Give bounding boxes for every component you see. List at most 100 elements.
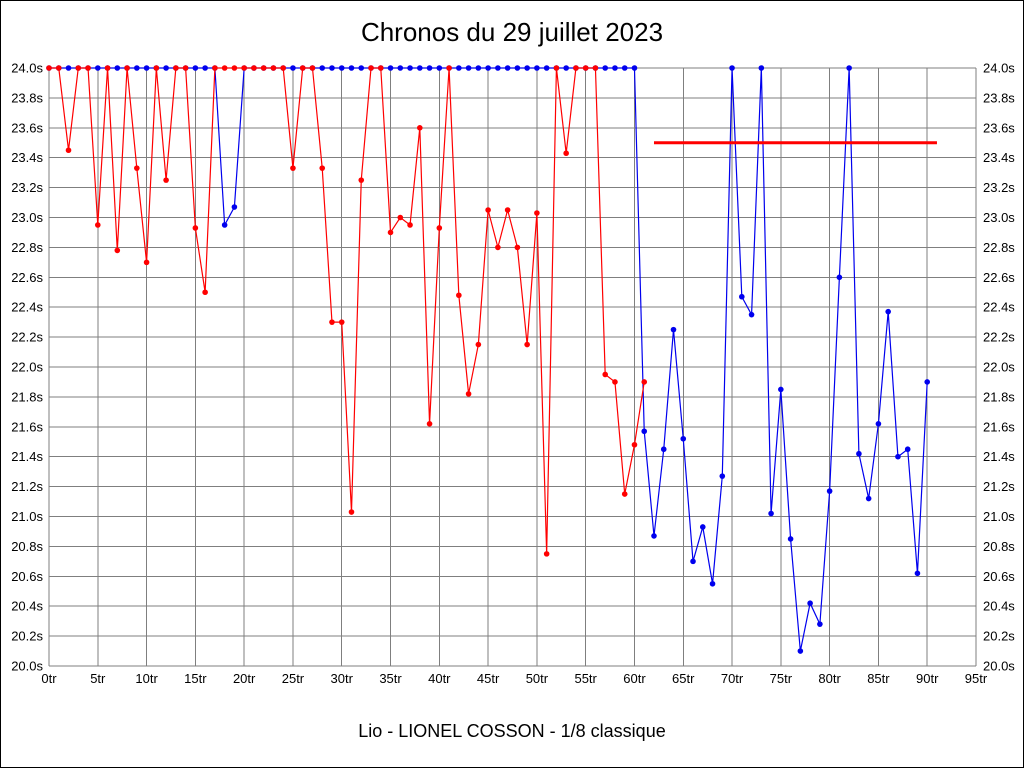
data-point <box>797 648 804 654</box>
data-point <box>348 509 355 515</box>
data-point <box>260 65 267 71</box>
y-tick-label: 24.0s <box>11 61 43 76</box>
data-point <box>602 371 608 378</box>
data-point <box>573 65 579 71</box>
y-tick-label: 21.2s <box>983 479 1015 494</box>
data-point <box>319 65 326 71</box>
data-point <box>739 293 745 300</box>
data-point <box>904 446 911 453</box>
data-point <box>358 65 365 71</box>
x-tick-label: 10tr <box>135 671 158 686</box>
data-point <box>807 600 813 607</box>
data-point <box>309 65 316 71</box>
data-point <box>778 386 784 393</box>
data-point <box>504 207 511 213</box>
data-point <box>94 222 101 228</box>
data-point <box>221 222 228 228</box>
data-point <box>709 580 716 587</box>
data-point <box>407 65 413 71</box>
y-tick-label: 21.2s <box>11 479 43 494</box>
data-point <box>436 65 443 71</box>
data-point <box>875 421 882 427</box>
data-point <box>377 65 384 71</box>
y-tick-label: 23.0s <box>11 210 43 225</box>
data-point <box>397 65 404 71</box>
data-point <box>836 274 843 281</box>
data-point <box>719 473 726 479</box>
series-line <box>49 67 645 554</box>
x-tick-label: 25tr <box>282 671 305 686</box>
x-tick-label: 90tr <box>916 671 939 686</box>
data-point <box>329 319 335 325</box>
x-tick-label: 95tr <box>965 671 988 686</box>
data-point <box>231 65 238 71</box>
y-tick-label: 21.4s <box>983 449 1015 464</box>
data-point <box>221 65 228 71</box>
data-point <box>397 214 404 221</box>
y-tick-label: 21.6s <box>983 419 1015 434</box>
data-point <box>651 533 657 539</box>
data-point <box>280 65 286 71</box>
data-point <box>475 341 482 348</box>
y-tick-label: 23.0s <box>983 210 1015 225</box>
data-point <box>504 65 511 71</box>
data-point <box>631 65 638 71</box>
x-tick-label: 65tr <box>672 671 695 686</box>
y-tick-label: 22.8s <box>11 240 43 255</box>
data-point <box>534 65 540 71</box>
data-point <box>641 428 648 435</box>
y-tick-label: 20.2s <box>11 629 43 644</box>
data-point <box>543 551 550 557</box>
y-tick-label: 21.0s <box>11 509 43 524</box>
data-point <box>582 65 589 71</box>
data-point <box>680 435 687 442</box>
data-point <box>826 488 833 494</box>
data-point <box>426 65 433 71</box>
y-tick-label: 21.0s <box>983 509 1015 524</box>
data-point <box>46 65 52 71</box>
data-point <box>358 177 365 183</box>
x-tick-label: 30tr <box>331 671 354 686</box>
data-point <box>612 65 618 71</box>
data-point <box>338 65 345 71</box>
data-point <box>104 65 111 71</box>
data-point <box>514 65 521 71</box>
x-tick-label: 40tr <box>428 671 451 686</box>
data-point <box>417 65 423 71</box>
y-axis-tick-labels-right: 20.0s 20.2s 20.4s 20.6s 20.8s 21.0s 21.2s 21.4s… <box>983 61 1015 674</box>
x-tick-label: 15tr <box>184 671 207 686</box>
data-point <box>319 165 326 171</box>
data-point <box>143 259 150 266</box>
data-point <box>163 65 169 71</box>
y-tick-label: 20.8s <box>11 539 43 554</box>
data-point <box>553 65 560 71</box>
chart-title: Chronos du 29 juillet 2023 <box>360 17 664 47</box>
y-tick-label: 20.4s <box>983 599 1015 614</box>
data-point <box>768 510 774 517</box>
data-point <box>163 177 169 183</box>
data-point <box>202 65 208 71</box>
data-point <box>55 65 62 71</box>
y-tick-label: 21.8s <box>11 389 43 404</box>
y-tick-label: 23.8s <box>983 90 1015 105</box>
data-point <box>231 204 238 210</box>
y-tick-label: 21.8s <box>983 389 1015 404</box>
data-point <box>446 65 452 71</box>
y-tick-label: 20.6s <box>11 569 43 584</box>
data-point <box>290 165 296 171</box>
x-axis-tick-labels: 0tr 5tr 10tr 15tr 20tr 25tr 30tr 35tr 40tr 45tr 50… <box>41 671 987 686</box>
data-point <box>241 65 247 71</box>
y-tick-label: 22.8s <box>983 240 1015 255</box>
y-tick-label: 22.0s <box>983 360 1015 375</box>
data-point <box>329 65 335 71</box>
data-point <box>729 65 735 71</box>
y-tick-label: 20.0s <box>983 659 1015 674</box>
data-point <box>914 570 921 577</box>
x-tick-label: 5tr <box>90 671 106 686</box>
y-tick-label: 23.4s <box>11 150 43 165</box>
x-tick-label: 35tr <box>379 671 402 686</box>
data-point <box>202 289 208 296</box>
data-point <box>192 225 199 231</box>
data-point <box>563 150 569 157</box>
data-point <box>485 207 491 213</box>
